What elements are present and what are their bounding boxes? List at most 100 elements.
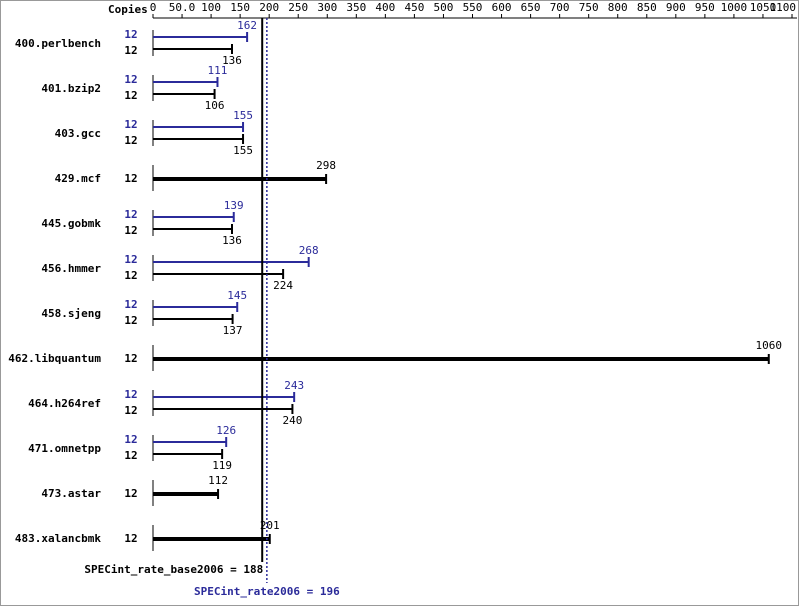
x-tick-label: 1050 <box>750 1 777 14</box>
value-label: 201 <box>260 519 280 532</box>
copies-label: 12 <box>124 433 137 446</box>
bar <box>153 93 215 95</box>
value-label: 268 <box>299 244 319 257</box>
category-label: 400.perlbench <box>15 37 101 50</box>
value-label: 145 <box>227 289 247 302</box>
x-tick-label: 900 <box>666 1 686 14</box>
copies-label: 12 <box>124 487 137 500</box>
copies-label: 12 <box>124 253 137 266</box>
category-label: 473.astar <box>41 487 101 500</box>
x-tick-label: 800 <box>608 1 628 14</box>
copies-label: 12 <box>124 352 137 365</box>
x-tick-label: 750 <box>579 1 599 14</box>
value-label: 136 <box>222 54 242 67</box>
category-label: 401.bzip2 <box>41 82 101 95</box>
copies-label: 12 <box>124 89 137 102</box>
x-tick-label: 50.0 <box>169 1 196 14</box>
x-tick-label: 350 <box>346 1 366 14</box>
copies-label: 12 <box>124 298 137 311</box>
x-tick-label: 550 <box>463 1 483 14</box>
bar <box>153 36 248 38</box>
bar <box>153 492 219 496</box>
x-tick-label: 300 <box>317 1 337 14</box>
copies-label: 12 <box>124 388 137 401</box>
category-label: 471.omnetpp <box>28 442 101 455</box>
copies-label: 12 <box>124 208 137 221</box>
reference-label: SPECint_rate_base2006 = 188 <box>84 563 263 576</box>
copies-label: 12 <box>124 224 137 237</box>
copies-label: 12 <box>124 172 137 185</box>
value-label: 1060 <box>756 339 783 352</box>
value-label: 162 <box>237 19 257 32</box>
copies-label: 12 <box>124 314 137 327</box>
category-label: 464.h264ref <box>28 397 101 410</box>
bar <box>153 441 227 443</box>
copies-label: 12 <box>124 28 137 41</box>
x-tick-label: 450 <box>404 1 424 14</box>
category-label: 403.gcc <box>55 127 101 140</box>
copies-label: 12 <box>124 449 137 462</box>
bar <box>153 81 218 83</box>
bar <box>153 318 233 320</box>
bar <box>153 138 244 140</box>
bar <box>153 273 284 275</box>
copies-label: 12 <box>124 404 137 417</box>
copies-label: 12 <box>124 118 137 131</box>
value-label: 298 <box>316 159 336 172</box>
value-label: 106 <box>205 99 225 112</box>
x-tick-label: 500 <box>434 1 454 14</box>
category-label: 456.hmmer <box>41 262 101 275</box>
x-tick-label: 650 <box>521 1 541 14</box>
x-tick-label: 700 <box>550 1 570 14</box>
value-label: 111 <box>208 64 228 77</box>
x-tick-label: 400 <box>375 1 395 14</box>
x-tick-label: 250 <box>288 1 308 14</box>
value-label: 119 <box>212 459 232 472</box>
x-tick-label: 850 <box>637 1 657 14</box>
category-label: 429.mcf <box>55 172 101 185</box>
bar <box>153 396 295 398</box>
value-label: 155 <box>233 144 253 157</box>
value-label: 136 <box>222 234 242 247</box>
copies-label: 12 <box>124 134 137 147</box>
copies-header: Copies <box>108 3 148 16</box>
bar <box>153 453 223 455</box>
x-tick-label: 100 <box>201 1 221 14</box>
x-tick-label: 1000 <box>721 1 748 14</box>
bar <box>153 261 309 263</box>
value-label: 126 <box>216 424 236 437</box>
x-tick-label: 0 <box>150 1 157 14</box>
value-label: 112 <box>208 474 228 487</box>
copies-label: 12 <box>124 269 137 282</box>
x-tick-label: 950 <box>695 1 715 14</box>
x-tick-label: 150 <box>230 1 250 14</box>
x-tick-label: 1100 <box>770 1 797 14</box>
copies-label: 12 <box>124 532 137 545</box>
category-label: 445.gobmk <box>41 217 101 230</box>
x-tick-label: 200 <box>259 1 279 14</box>
category-label: 483.xalancbmk <box>15 532 101 545</box>
value-label: 240 <box>282 414 302 427</box>
value-label: 243 <box>284 379 304 392</box>
value-label: 139 <box>224 199 244 212</box>
bar <box>153 126 244 128</box>
value-label: 155 <box>233 109 253 122</box>
copies-label: 12 <box>124 44 137 57</box>
bar <box>153 48 233 50</box>
copies-label: 12 <box>124 73 137 86</box>
bar <box>153 537 270 541</box>
category-label: 462.libquantum <box>8 352 101 365</box>
bar <box>153 357 769 361</box>
bar <box>153 408 293 410</box>
x-tick-label: 600 <box>492 1 512 14</box>
value-label: 137 <box>223 324 243 337</box>
reference-label: SPECint_rate2006 = 196 <box>194 585 340 598</box>
bar <box>153 177 327 181</box>
bar <box>153 306 238 308</box>
bar <box>153 228 233 230</box>
category-label: 458.sjeng <box>41 307 101 320</box>
bar <box>153 216 234 218</box>
value-label: 224 <box>273 279 293 292</box>
